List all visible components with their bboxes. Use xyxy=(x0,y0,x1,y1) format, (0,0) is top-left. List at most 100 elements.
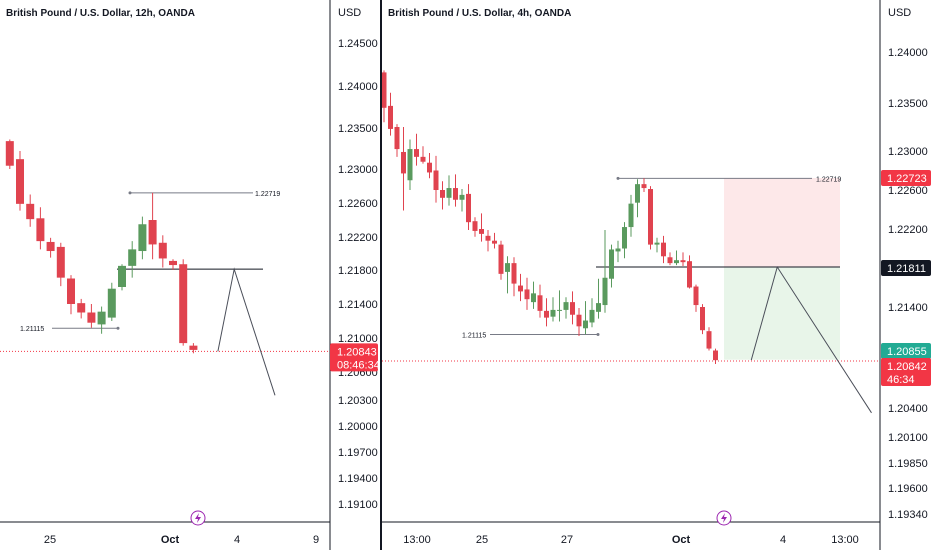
take-profit-zone xyxy=(724,266,840,360)
chart-title: British Pound / U.S. Dollar, 12h, OANDA xyxy=(6,8,195,19)
candle-body xyxy=(158,242,167,259)
price-badge-countdown: 08:46:34 xyxy=(337,359,380,371)
candle-body xyxy=(680,260,686,263)
candle-body xyxy=(427,162,432,173)
candle-body xyxy=(179,264,188,344)
y-tick-label: 1.22200 xyxy=(888,224,928,236)
candle-body xyxy=(576,314,582,327)
projected-path-line xyxy=(750,265,872,414)
candle-body xyxy=(667,257,673,264)
y-tick-label: 1.20300 xyxy=(338,395,378,407)
candle-body xyxy=(169,260,177,266)
candle-body xyxy=(583,320,588,329)
candle-body xyxy=(407,149,413,181)
level-dot xyxy=(116,326,120,330)
price-badge xyxy=(881,343,931,359)
x-tick-label: 4 xyxy=(234,534,240,546)
candle-body xyxy=(537,295,543,311)
candle-body xyxy=(46,241,55,252)
candle-body xyxy=(118,265,126,287)
candle-body xyxy=(128,249,137,266)
candle-body xyxy=(107,288,116,318)
x-tick-label: 27 xyxy=(561,534,573,546)
level-label-low: 1.21115 xyxy=(20,326,44,333)
candle-body xyxy=(693,286,699,306)
candle-body xyxy=(531,293,536,303)
level-dot xyxy=(596,333,600,337)
price-badge-value: 1.20843 xyxy=(337,346,377,358)
candle-body xyxy=(570,302,575,315)
y-tick-label: 1.19850 xyxy=(888,458,928,470)
candle-body xyxy=(589,309,595,323)
stop-loss-zone xyxy=(724,178,840,267)
price-badge-value: 1.20855 xyxy=(887,346,927,358)
price-badge-countdown: 46:34 xyxy=(887,374,915,386)
candle-body xyxy=(602,277,608,306)
x-tick-label: 4 xyxy=(780,534,786,546)
candle-body xyxy=(453,188,458,200)
candle-body xyxy=(661,242,666,257)
y-tick-label: 1.24500 xyxy=(338,38,378,50)
currency-label: USD xyxy=(888,7,911,19)
candle-body xyxy=(485,235,491,241)
level-label-low: 1.21115 xyxy=(462,333,486,340)
candle-body xyxy=(446,188,452,198)
price-badge xyxy=(881,170,931,186)
candle-body xyxy=(557,309,562,311)
x-tick-label: 9 xyxy=(313,534,319,546)
panel-divider xyxy=(380,0,382,550)
candle-body xyxy=(148,220,157,245)
candle-body xyxy=(700,307,705,331)
candle-body xyxy=(67,278,75,304)
candle-body xyxy=(433,170,439,190)
candle-body xyxy=(97,311,106,325)
candle-body xyxy=(56,246,65,278)
chart-title: British Pound / U.S. Dollar, 4h, OANDA xyxy=(388,8,571,19)
candle-body xyxy=(459,194,465,200)
candle-body xyxy=(713,350,718,361)
candle-body xyxy=(687,261,692,288)
candle-body xyxy=(498,244,504,274)
candle-body xyxy=(492,240,497,244)
candle-body xyxy=(635,184,640,203)
candle-body xyxy=(648,189,653,245)
candle-body xyxy=(654,242,660,245)
chart-panel-1: British Pound / U.S. Dollar, 12h, OANDA U… xyxy=(0,0,380,550)
price-badge-value: 1.22723 xyxy=(887,173,927,185)
candle-body xyxy=(518,285,523,292)
level-dot xyxy=(616,176,620,180)
lightning-icon xyxy=(190,510,206,526)
candle-body xyxy=(466,193,471,223)
candle-body xyxy=(401,151,406,174)
chart-panel-2: British Pound / U.S. Dollar, 4h, OANDA US… xyxy=(381,0,931,550)
price-badge-value: 1.20842 xyxy=(887,361,927,373)
candle-body xyxy=(87,312,96,323)
y-tick-label: 1.20000 xyxy=(338,421,378,433)
candle-body xyxy=(420,156,426,162)
candle-body xyxy=(596,303,601,312)
candle-body xyxy=(472,221,478,231)
candle-body xyxy=(440,190,445,198)
x-tick-label: 25 xyxy=(476,534,488,546)
y-tick-label: 1.21000 xyxy=(338,333,378,345)
y-tick-label: 1.21400 xyxy=(338,299,378,311)
candle-body xyxy=(615,248,621,252)
candle-body xyxy=(622,227,627,249)
price-badge xyxy=(330,343,378,372)
projected-path-line xyxy=(217,267,276,396)
y-tick-label: 1.23500 xyxy=(338,123,378,135)
y-tick-label: 1.23000 xyxy=(338,164,378,176)
candle-body xyxy=(674,260,679,264)
y-tick-label: 1.21800 xyxy=(338,265,378,277)
level-label-high: 1.22719 xyxy=(255,191,280,198)
candle-body xyxy=(524,289,530,300)
y-tick-label: 1.19600 xyxy=(888,483,928,495)
candle-body xyxy=(138,224,147,252)
candle-body xyxy=(5,141,14,166)
candle-body xyxy=(388,105,393,129)
candle-body xyxy=(189,345,198,350)
y-tick-label: 1.23500 xyxy=(888,98,928,110)
y-tick-label: 1.19400 xyxy=(338,473,378,485)
x-tick-label: 25 xyxy=(44,534,56,546)
